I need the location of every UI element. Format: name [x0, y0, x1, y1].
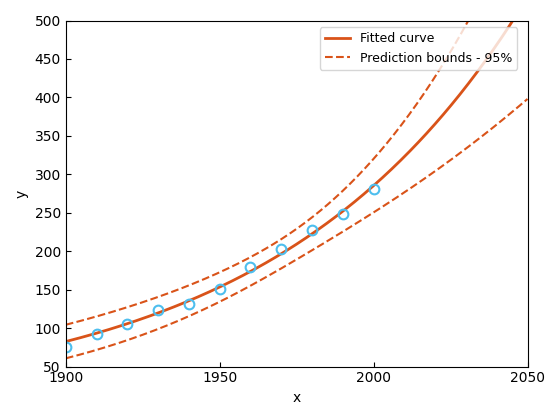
Fitted curve [441, 111, 447, 116]
Line: Fitted curve: Fitted curve [66, 0, 528, 341]
Prediction bounds - 95% [62, 322, 69, 327]
Fitted curve [284, 247, 291, 252]
Line: Prediction bounds - 95%: Prediction bounds - 95% [66, 0, 528, 325]
Y-axis label: y: y [15, 189, 29, 198]
Fitted curve [62, 339, 69, 344]
Fitted curve [282, 249, 288, 254]
X-axis label: x: x [292, 391, 301, 405]
Prediction bounds - 95% [441, 60, 447, 65]
Fitted curve [513, 13, 520, 18]
Prediction bounds - 95% [282, 234, 288, 239]
Prediction bounds - 95% [284, 232, 291, 237]
Fitted curve [337, 210, 344, 215]
Prediction bounds - 95% [312, 212, 319, 217]
Fitted curve [312, 229, 319, 234]
Prediction bounds - 95% [337, 190, 344, 195]
Legend: Fitted curve, Prediction bounds - 95%: Fitted curve, Prediction bounds - 95% [320, 27, 517, 70]
